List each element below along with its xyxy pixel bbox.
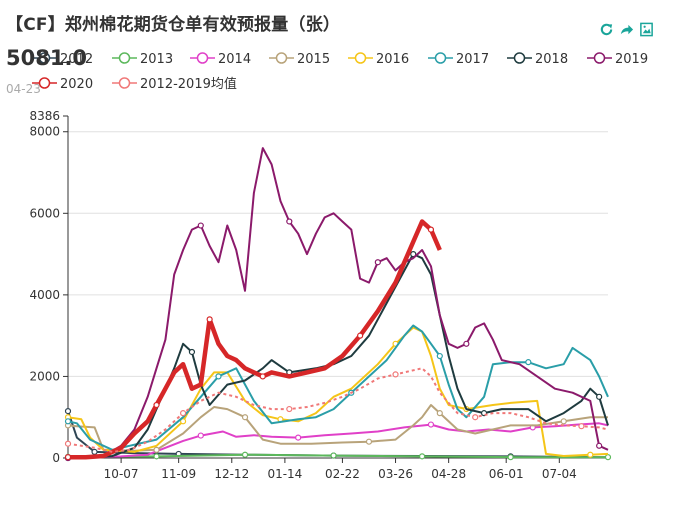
- series-line-2018: [67, 253, 609, 459]
- legend-marker-2015: [275, 52, 288, 64]
- legend-item-2013[interactable]: 2013: [140, 52, 173, 67]
- series-point[interactable]: [295, 434, 302, 441]
- legend-item-2018[interactable]: 2018: [535, 52, 568, 67]
- series-point[interactable]: [463, 340, 470, 347]
- series-point[interactable]: [525, 359, 532, 366]
- series-line-2017: [67, 324, 609, 451]
- legend-marker-2016: [354, 52, 367, 64]
- series-point[interactable]: [365, 438, 373, 445]
- series-point[interactable]: [64, 454, 72, 461]
- series-point[interactable]: [241, 451, 249, 458]
- series-point[interactable]: [286, 218, 293, 225]
- series-point[interactable]: [91, 448, 98, 455]
- series-point[interactable]: [179, 418, 187, 425]
- legend-item-2016[interactable]: 2016: [376, 52, 409, 67]
- series-point[interactable]: [286, 405, 293, 413]
- legend-item-2015[interactable]: 2015: [297, 52, 330, 67]
- series-point[interactable]: [153, 446, 160, 453]
- series-line-2015: [67, 404, 608, 452]
- legend-item-2019[interactable]: 2019: [615, 52, 648, 67]
- series-point[interactable]: [197, 432, 204, 439]
- series-point[interactable]: [206, 316, 213, 323]
- x-tick-label: 01-14: [267, 467, 302, 481]
- series-point[interactable]: [587, 451, 594, 458]
- series-point[interactable]: [560, 418, 567, 425]
- series-point[interactable]: [507, 454, 514, 461]
- y-tick-label: 4000: [29, 288, 60, 302]
- series-point[interactable]: [392, 371, 399, 378]
- x-tick-label: 03-26: [378, 467, 413, 481]
- x-tick-label: 06-01: [489, 467, 524, 481]
- x-tick-label: 02-22: [325, 467, 360, 481]
- series-point[interactable]: [197, 222, 204, 229]
- series-point[interactable]: [64, 418, 72, 425]
- x-tick-label: 10-07: [104, 467, 139, 481]
- x-tick-label: 04-28: [431, 467, 466, 481]
- tooltip-date: 04-23: [6, 82, 41, 96]
- series-point[interactable]: [596, 393, 603, 400]
- legend: 2012 2013 2014 2015 2016 2017 2018 2019 2020 2012…: [32, 52, 648, 92]
- series-point[interactable]: [215, 373, 222, 380]
- series-point[interactable]: [596, 442, 603, 449]
- series-point[interactable]: [188, 348, 196, 356]
- series-point[interactable]: [410, 250, 417, 258]
- series-point[interactable]: [427, 421, 435, 428]
- series-point[interactable]: [578, 423, 585, 430]
- legend-marker-2020: [38, 77, 51, 89]
- y-tick-label: 0: [52, 451, 60, 465]
- legend-item-2012[interactable]: 2012: [60, 52, 93, 67]
- series-group: [64, 147, 612, 462]
- legend-marker-2012: [38, 52, 51, 64]
- series-point[interactable]: [241, 414, 249, 421]
- legend-item-2017[interactable]: 2017: [456, 52, 489, 67]
- legend-marker-2018: [513, 52, 526, 64]
- series-point[interactable]: [153, 401, 160, 409]
- x-tick-label: 12-12: [214, 467, 249, 481]
- legend-marker-2013: [118, 52, 131, 64]
- y-tick-label: 8386: [29, 109, 60, 123]
- series-point[interactable]: [418, 453, 426, 460]
- series-point[interactable]: [604, 454, 612, 461]
- series-point[interactable]: [357, 332, 364, 339]
- series-line-2012-2019均值: [67, 367, 609, 453]
- series-line-2020: [68, 219, 442, 460]
- legend-item-2014[interactable]: 2014: [218, 52, 251, 67]
- save-image-icon[interactable]: [639, 22, 654, 37]
- x-tick-label: 07-04: [542, 467, 577, 481]
- series-line-2019: [67, 147, 609, 459]
- x-tick-label: 11-09: [161, 467, 196, 481]
- chart-title: 【CF】郑州棉花期货仓单有效预报量（张）: [6, 15, 341, 35]
- y-tick-label: 2000: [29, 369, 60, 383]
- grid-lines: [68, 131, 608, 377]
- legend-marker-2014: [196, 52, 209, 64]
- toolbox: [599, 22, 654, 37]
- series-point[interactable]: [179, 410, 187, 417]
- series-point[interactable]: [153, 453, 160, 460]
- series-point[interactable]: [427, 226, 435, 233]
- legend-marker-2019: [593, 52, 606, 64]
- series-point[interactable]: [64, 440, 72, 447]
- series-point[interactable]: [472, 414, 479, 421]
- series-point[interactable]: [259, 373, 266, 380]
- legend-item-2020[interactable]: 2020: [60, 77, 93, 92]
- series-point[interactable]: [436, 352, 443, 360]
- tooltip-value: 5081.0: [6, 46, 88, 70]
- legend-item-2012-2019均值[interactable]: 2012-2019均值: [140, 76, 237, 92]
- refresh-icon[interactable]: [599, 22, 614, 37]
- series-point[interactable]: [436, 410, 443, 417]
- share-icon[interactable]: [619, 22, 634, 37]
- legend-marker-2012-2019均值: [118, 77, 131, 89]
- series-point[interactable]: [374, 259, 381, 266]
- series-point[interactable]: [330, 452, 337, 459]
- series-point[interactable]: [64, 408, 72, 415]
- y-tick-label: 8000: [29, 125, 60, 139]
- series-line-2016: [67, 326, 609, 457]
- legend-marker-2017: [434, 52, 447, 64]
- y-tick-label: 6000: [29, 206, 60, 220]
